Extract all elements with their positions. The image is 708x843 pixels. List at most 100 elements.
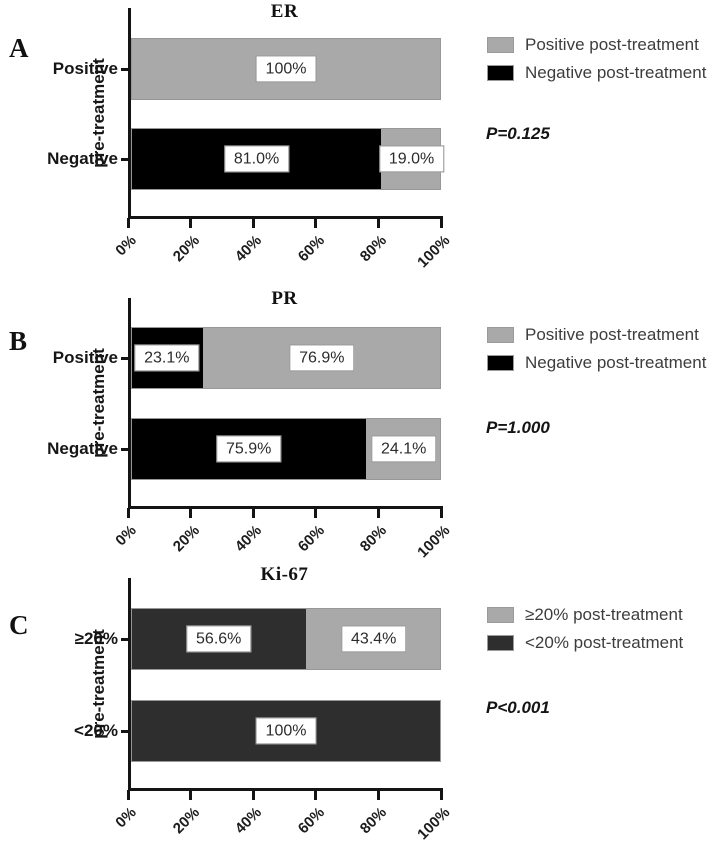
x-axis-tick [189, 508, 193, 518]
y-axis-tick [121, 158, 129, 161]
x-tick-label: 100% [413, 232, 454, 272]
bar-row: 81.0% 19.0% Negative [47, 128, 445, 190]
legend-item: <20% post-treatment [487, 632, 684, 653]
panel-letter: A [9, 33, 29, 63]
x-axis-tick [376, 508, 380, 518]
x-tick-label: 40% [231, 522, 266, 556]
x-axis-tick [126, 790, 130, 800]
bar-value-label: 56.6% [186, 625, 252, 653]
panel-a: A ER pre-treatment 100% Positive 81.0% 19.0… [0, 0, 708, 280]
x-axis-tick [189, 218, 193, 228]
bar-row: 75.9% 24.1% Negative [47, 418, 441, 480]
legend-label: ≥20% post-treatment [525, 605, 683, 624]
x-axis-tick [251, 508, 255, 518]
legend-item: Negative post-treatment [487, 63, 706, 83]
x-axis-tick [376, 218, 380, 228]
category-label: ≥20% [74, 629, 118, 648]
y-axis-line [128, 8, 131, 219]
y-axis-tick [121, 357, 129, 360]
category-label: Positive [52, 59, 118, 78]
y-axis-tick [121, 448, 129, 451]
chart-title: PR [271, 288, 298, 309]
x-axis-tick [439, 790, 443, 800]
legend-item: ≥20% post-treatment [487, 605, 683, 625]
y-axis-tick [121, 638, 129, 641]
legend-label: <20% post-treatment [525, 632, 684, 652]
plot-area: 23.1% 76.9% Positive 75.9% 24.1% Negative 0% 20… [47, 280, 453, 561]
legend-item: Positive post-treatment [487, 35, 706, 55]
stacked-bar [131, 608, 441, 670]
bar-value-label: 100% [255, 55, 317, 83]
y-axis-line [128, 578, 131, 791]
y-axis-tick [121, 730, 129, 733]
x-axis-tick [314, 790, 318, 800]
x-tick-label: 60% [294, 804, 328, 838]
legend-item: Negative post-treatment [487, 352, 707, 373]
x-axis-tick [439, 218, 443, 228]
plot-area: 100% Positive 81.0% 19.0% Negative 0% 20% 40% 60… [47, 0, 453, 271]
y-axis-line [128, 298, 131, 509]
x-tick-label: 20% [169, 804, 203, 838]
category-label: Negative [47, 439, 118, 458]
x-tick-label: 40% [231, 232, 266, 266]
x-axis-tick [126, 218, 130, 228]
panel-letter: C [9, 610, 29, 640]
x-axis-tick [376, 790, 380, 800]
legend-label: Negative post-treatment [525, 352, 707, 372]
bar-value-label: 76.9% [289, 344, 355, 372]
x-tick-label: 60% [294, 232, 328, 266]
x-axis-tick [314, 218, 318, 228]
bar-row: 100% Positive [53, 38, 441, 100]
x-tick-label: 100% [413, 804, 454, 843]
plot-area: 56.6% 43.4% ≥20% 100% <20% 0% 20% 40% 60% 80% 100% [74, 560, 453, 843]
legend-swatch [487, 355, 514, 372]
legend-item: Positive post-treatment [487, 325, 706, 345]
panel-b: B PR pre-treatment 23.1% 76.9% Positive 75.… [0, 280, 708, 561]
bar-value-label: 23.1% [134, 344, 200, 372]
legend-label: Positive post-treatment [525, 35, 699, 54]
legend-swatch [487, 327, 514, 344]
legend: ≥20% post-treatment <20% post-treatment [487, 605, 684, 661]
x-axis-tick [251, 218, 255, 228]
chart-title: Ki-67 [260, 564, 309, 585]
y-axis-tick [121, 68, 129, 71]
x-axis-tick [189, 790, 193, 800]
legend: Positive post-treatment Negative post-tre… [487, 325, 707, 381]
bar-value-label: 81.0% [223, 145, 290, 173]
x-tick-label: 0% [112, 804, 141, 832]
x-axis-tick [251, 790, 255, 800]
category-label: Positive [52, 348, 118, 367]
legend-swatch [487, 37, 514, 54]
x-axis-line [128, 788, 443, 791]
legend-swatch [487, 607, 514, 624]
legend-swatch [487, 65, 514, 82]
legend: Positive post-treatment Negative post-tre… [487, 35, 706, 91]
bar-row: 56.6% 43.4% ≥20% [75, 608, 441, 670]
panel-c: C Ki-67 pre-treatment 56.6% 43.4% ≥20% 100%… [0, 560, 708, 843]
panel-letter: B [9, 326, 28, 356]
x-tick-label: 100% [413, 522, 454, 562]
bar-value-label: 100% [255, 717, 317, 745]
x-axis-line [128, 506, 443, 509]
category-label: <20% [74, 721, 118, 740]
category-label: Negative [47, 149, 118, 168]
x-axis-line [128, 216, 443, 219]
p-value: P=0.125 [486, 124, 550, 143]
p-value: P=1.000 [486, 418, 550, 437]
x-tick-label: 0% [112, 232, 141, 260]
x-tick-label: 0% [112, 522, 141, 550]
bar-row: 100% <20% [74, 700, 441, 762]
chart-title: ER [270, 1, 299, 22]
x-tick-label: 80% [357, 804, 391, 838]
x-tick-label: 40% [231, 804, 266, 838]
bar-value-label: 43.4% [341, 625, 407, 653]
bar-value-label: 75.9% [215, 435, 282, 463]
x-tick-label: 20% [169, 232, 203, 266]
x-tick-label: 80% [357, 522, 391, 556]
bar-value-label: 19.0% [378, 145, 445, 173]
p-value: P<0.001 [486, 698, 550, 717]
bar-row: 23.1% 76.9% Positive [53, 327, 441, 389]
x-axis-tick [439, 508, 443, 518]
